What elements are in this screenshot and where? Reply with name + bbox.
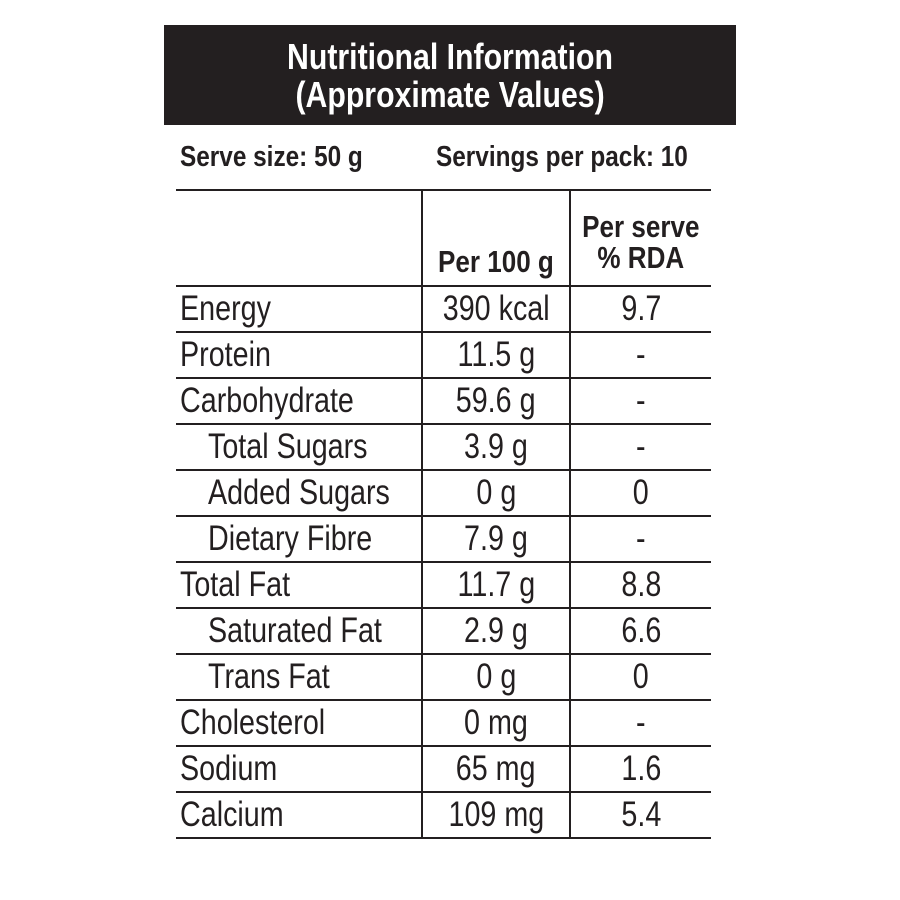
table-row-sodium: Sodium 65 mg 1.6 bbox=[176, 746, 711, 792]
title-line-2: (Approximate Values) bbox=[295, 74, 605, 115]
rda-value: 6.6 bbox=[621, 611, 661, 650]
per-100g-value: 109 mg bbox=[448, 795, 544, 834]
per-100g-value: 0 g bbox=[476, 657, 516, 696]
table-header-row: Per 100 g Per serve% RDA bbox=[176, 190, 711, 286]
rda-value: 0 bbox=[633, 657, 649, 696]
table-row-total-sugars: Total Sugars 3.9 g - bbox=[176, 424, 711, 470]
table-row-protein: Protein 11.5 g - bbox=[176, 332, 711, 378]
servings-per-pack: Servings per pack: 10 bbox=[436, 141, 688, 173]
nutrient-name: Energy bbox=[180, 289, 271, 328]
header-per-100g: Per 100 g bbox=[421, 190, 570, 286]
table-row-dietary-fibre: Dietary Fibre 7.9 g - bbox=[176, 516, 711, 562]
label-header: Nutritional Information (Approximate Val… bbox=[164, 25, 736, 125]
nutrient-name: Protein bbox=[180, 335, 271, 374]
rda-value: - bbox=[636, 703, 646, 742]
per-100g-value: 59.6 g bbox=[456, 381, 536, 420]
rda-value: 8.8 bbox=[621, 565, 661, 604]
per-100g-value: 0 mg bbox=[464, 703, 528, 742]
per-100g-value: 0 g bbox=[476, 473, 516, 512]
title-line-1: Nutritional Information bbox=[287, 36, 613, 77]
nutrient-name: Calcium bbox=[180, 795, 284, 834]
rda-label: % RDA bbox=[597, 240, 685, 275]
table-row-added-sugars: Added Sugars 0 g 0 bbox=[176, 470, 711, 516]
table-row-cholesterol: Cholesterol 0 mg - bbox=[176, 700, 711, 746]
nutrient-name: Total Fat bbox=[180, 565, 291, 604]
rda-value: - bbox=[636, 427, 646, 466]
serving-info: Serve size: 50 g Servings per pack: 10 bbox=[164, 125, 736, 189]
rda-value: - bbox=[636, 381, 646, 420]
nutrient-name: Added Sugars bbox=[208, 473, 390, 512]
per-serve-rda-label: Per serve% RDA bbox=[582, 211, 699, 285]
header-per-serve-rda: Per serve% RDA bbox=[569, 190, 711, 286]
per-serve-label: Per serve bbox=[582, 209, 700, 244]
per-100g-value: 11.5 g bbox=[457, 335, 535, 374]
nutrient-name: Trans Fat bbox=[208, 657, 330, 696]
nutrient-name: Sodium bbox=[180, 749, 278, 788]
table-row-trans-fat: Trans Fat 0 g 0 bbox=[176, 654, 711, 700]
per-100g-value: 65 mg bbox=[456, 749, 536, 788]
table-row-total-fat: Total Fat 11.7 g 8.8 bbox=[176, 562, 711, 608]
nutrient-name: Saturated Fat bbox=[208, 611, 382, 650]
table-row-calcium: Calcium 109 mg 5.4 bbox=[176, 792, 711, 838]
nutrient-name: Carbohydrate bbox=[180, 381, 354, 420]
rda-value: 9.7 bbox=[621, 289, 661, 328]
header-empty-cell bbox=[176, 190, 422, 286]
per-100g-value: 7.9 g bbox=[464, 519, 528, 558]
nutrient-name: Dietary Fibre bbox=[208, 519, 373, 558]
nutrient-name: Total Sugars bbox=[208, 427, 368, 466]
rda-value: 5.4 bbox=[621, 795, 661, 834]
rda-value: 1.6 bbox=[621, 749, 661, 788]
table-row-energy: Energy 390 kcal 9.7 bbox=[176, 286, 711, 332]
per-100g-label: Per 100 g bbox=[438, 244, 554, 279]
per-100g-value: 11.7 g bbox=[457, 565, 535, 604]
table-row-carbohydrate: Carbohydrate 59.6 g - bbox=[176, 378, 711, 424]
nutrition-table: Per 100 g Per serve% RDA Energy 390 kcal… bbox=[176, 189, 711, 839]
nutrition-label: Nutritional Information (Approximate Val… bbox=[164, 25, 736, 838]
serve-size: Serve size: 50 g bbox=[180, 141, 363, 173]
nutrient-name: Cholesterol bbox=[180, 703, 326, 742]
per-100g-value: 390 kcal bbox=[442, 289, 550, 328]
rda-value: - bbox=[636, 519, 646, 558]
per-100g-value: 2.9 g bbox=[464, 611, 528, 650]
rda-value: 0 bbox=[633, 473, 649, 512]
table-row-saturated-fat: Saturated Fat 2.9 g 6.6 bbox=[176, 608, 711, 654]
per-100g-value: 3.9 g bbox=[464, 427, 528, 466]
rda-value: - bbox=[636, 335, 646, 374]
